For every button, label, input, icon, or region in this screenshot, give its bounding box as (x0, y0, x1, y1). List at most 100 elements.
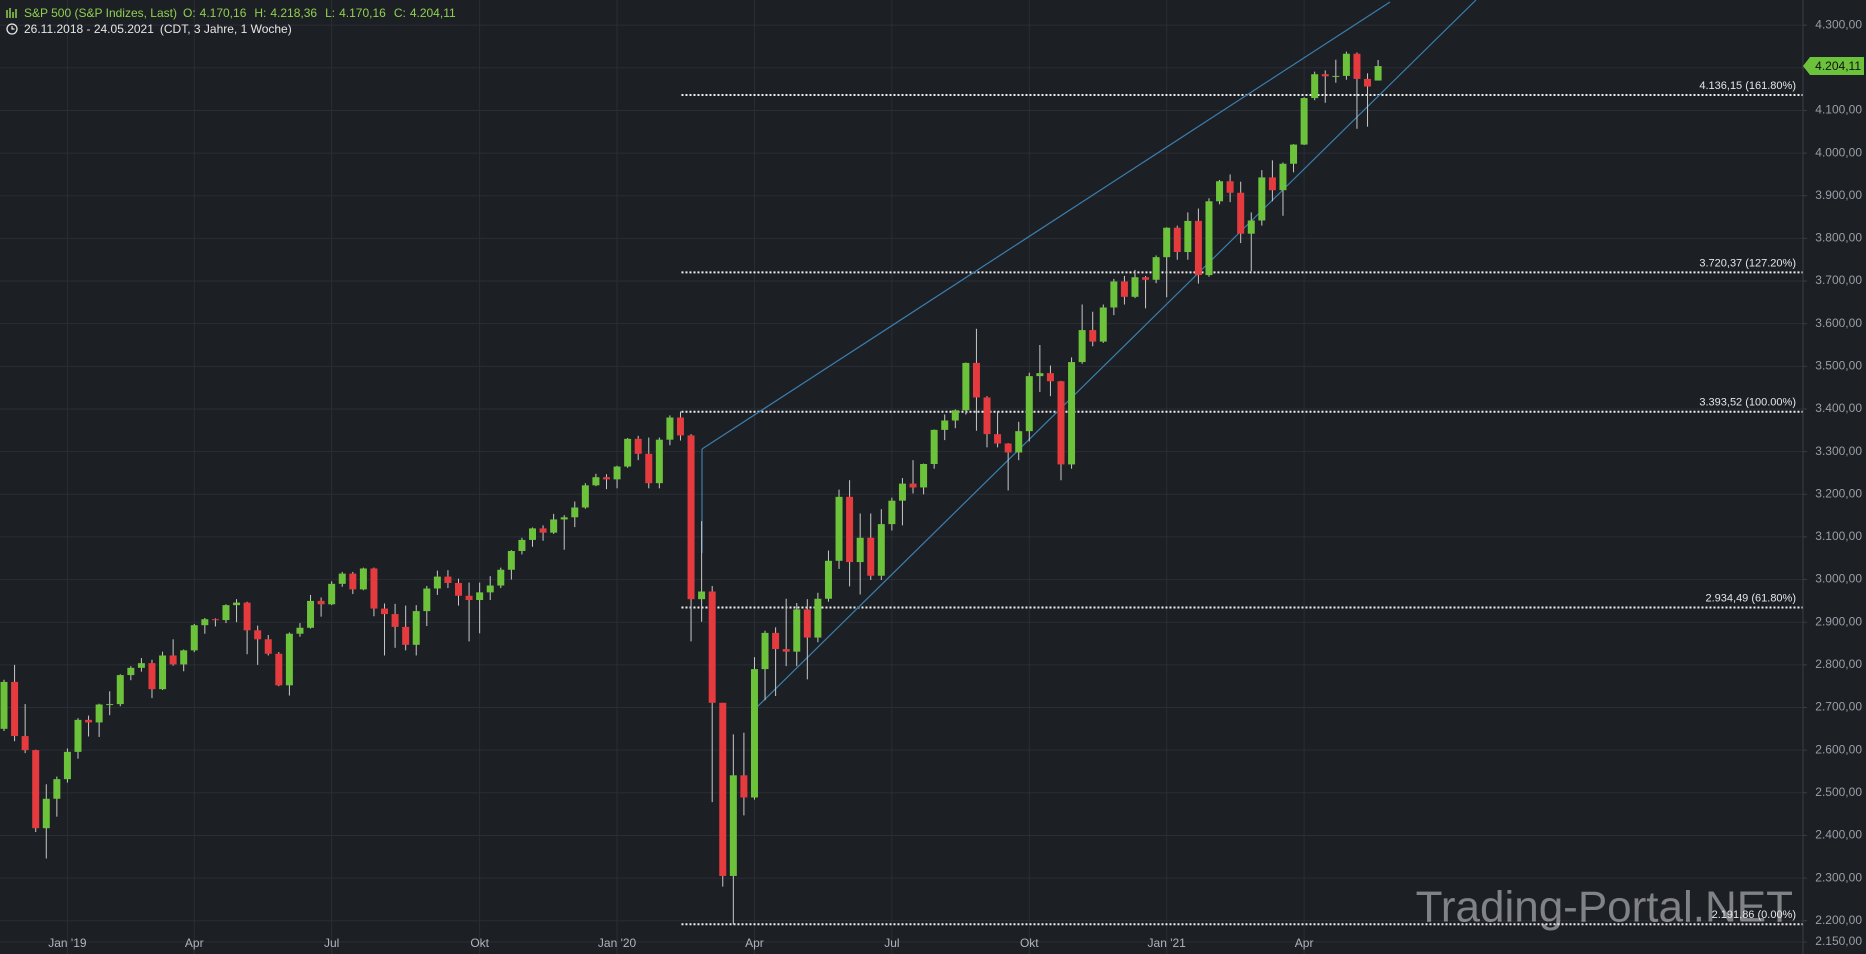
ohlc-value: 4.218,36 (270, 6, 318, 20)
candle-body (169, 655, 177, 665)
candle-body (994, 434, 1002, 444)
x-tick-label: Jan '19 (48, 936, 87, 950)
candle-body (423, 588, 431, 612)
candle-body (835, 496, 843, 561)
candle-body (1120, 281, 1128, 297)
candle-body (328, 583, 336, 605)
channel-upper (701, 1, 1391, 450)
candle-body (856, 537, 864, 563)
grid (0, 0, 1803, 954)
candle-body (465, 595, 473, 601)
candle-body (877, 524, 885, 576)
channel-lower (753, 0, 1477, 711)
candle-body (888, 500, 896, 525)
x-tick-label: Jan '21 (1148, 936, 1187, 950)
x-tick-label: Jul (324, 936, 339, 950)
fib-label: 3.720,37 (127.20%) (1699, 257, 1796, 269)
y-tick-label: 2.600,00 (1815, 742, 1862, 756)
fib-label: 3.393,52 (100.00%) (1699, 397, 1796, 409)
y-tick-label: 2.800,00 (1815, 657, 1862, 671)
candle-body (53, 779, 61, 799)
candle-body (1152, 257, 1160, 280)
candle-body (211, 619, 219, 621)
candle-body (317, 600, 325, 605)
y-tick-label: 4.100,00 (1815, 103, 1862, 117)
ohlc-key: L: (325, 6, 336, 20)
candle-body (1110, 281, 1118, 308)
candle-body (1057, 381, 1065, 465)
candle-body (719, 702, 727, 876)
candle-body (1046, 373, 1054, 382)
candle-body (898, 483, 906, 501)
ohlc-field: C: 4.204,11 (394, 6, 456, 20)
candle-body (1173, 227, 1181, 253)
candle-body (1258, 177, 1266, 221)
header-line-2: 26.11.2018 - 24.05.2021 (CDT, 3 Jahre, 1… (6, 22, 292, 36)
candle-body (824, 560, 832, 599)
candle-body (1353, 53, 1361, 79)
y-tick-label: 3.300,00 (1815, 444, 1862, 458)
candle-body (285, 633, 293, 686)
price-tag-label: 4.204,11 (1815, 59, 1861, 73)
candle-body (402, 626, 410, 645)
ohlc-field: H: 4.218,36 (254, 6, 317, 20)
candle-body (1216, 181, 1224, 202)
candle-body (634, 438, 642, 454)
watermark: Trading-Portal.NET (1416, 883, 1793, 932)
y-tick-label: 3.900,00 (1815, 188, 1862, 202)
candle-body (1078, 330, 1086, 363)
x-tick-label: Apr (1295, 936, 1314, 950)
candle-body (1247, 220, 1255, 234)
y-tick-label: 3.600,00 (1815, 316, 1862, 330)
ohlc-value: 4.170,16 (339, 6, 386, 20)
chart-icon (6, 8, 17, 18)
fib-levels: 4.136,15 (161.80%) 3.720,37 (127.20%) 3.39… (681, 80, 1803, 926)
candle-body (983, 397, 991, 435)
candle-body (571, 507, 579, 518)
ohlc-value: 4.170,16 (199, 6, 247, 20)
candle-body (613, 466, 621, 480)
candle-body (1374, 66, 1382, 81)
candle-body (846, 496, 854, 563)
ohlc-field: O: 4.170,16 (183, 6, 246, 20)
candle-body (381, 608, 389, 615)
candle-body (592, 477, 600, 486)
ohlc-key: H: (254, 6, 267, 20)
instrument-name: S&P 500 (S&P Indizes, Last) (24, 6, 177, 20)
candle-body (1068, 362, 1076, 465)
clock-icon (6, 23, 18, 35)
y-tick-label: 3.400,00 (1815, 401, 1862, 415)
candle-body (32, 750, 40, 829)
candle-body (148, 663, 156, 690)
candle-body (1015, 431, 1023, 453)
candle-body (349, 573, 357, 590)
fib-label: 4.136,15 (161.80%) (1699, 80, 1796, 92)
y-axis-area (1803, 0, 1866, 954)
candle-body (666, 417, 674, 440)
ohlc-fields: O: 4.170,16 H: 4.218,36 L: 4.170,16 C: 4.204,11 (183, 6, 456, 20)
header-line-1: S&P 500 (S&P Indizes, Last) O: 4.170,16 H:… (6, 6, 456, 20)
y-tick-label: 3.500,00 (1815, 359, 1862, 373)
x-tick-label: Jul (884, 936, 899, 950)
candle-body (772, 632, 780, 650)
y-tick-label: 3.700,00 (1815, 273, 1862, 287)
candle-body (550, 519, 558, 533)
candle-body (476, 592, 484, 601)
candle-body (74, 719, 82, 752)
candle-body (190, 625, 198, 651)
candle-body (127, 667, 135, 676)
candle-body (539, 528, 547, 533)
candle-body (507, 550, 515, 570)
candle-body (560, 517, 568, 520)
date-range: 26.11.2018 - 24.05.2021 (24, 22, 154, 36)
candle-body (486, 585, 494, 593)
candle-body (95, 704, 103, 723)
x-axis: Jan '19 Apr Jul Okt Jan '20 Apr Jul Okt Jan '21 A… (48, 936, 1313, 950)
y-tick-label: 3.100,00 (1815, 529, 1862, 543)
candle-body (444, 576, 452, 583)
candle-body (624, 438, 632, 467)
ohlc-value: 4.204,11 (409, 6, 456, 20)
candles (0, 51, 1382, 925)
candle-body (602, 477, 610, 480)
